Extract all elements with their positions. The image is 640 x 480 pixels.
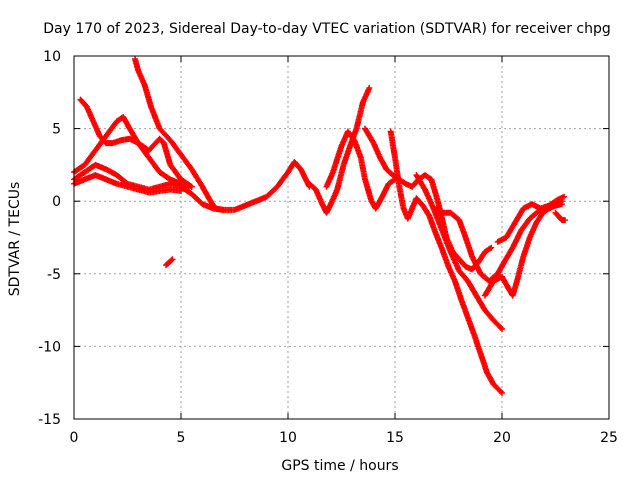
chart-title: Day 170 of 2023, Sidereal Day-to-day VTE… bbox=[43, 21, 611, 37]
marker-trail bbox=[163, 256, 176, 269]
series-track-10 bbox=[387, 128, 505, 396]
marker-trail bbox=[323, 128, 398, 212]
data-points bbox=[71, 55, 569, 396]
x-axis-label: GPS time / hours bbox=[281, 458, 398, 474]
series-track-2 bbox=[77, 96, 195, 190]
series-track-15 bbox=[552, 209, 569, 224]
y-tick-label: 10 bbox=[43, 49, 61, 65]
series-track-6 bbox=[163, 256, 176, 269]
marker-trail bbox=[132, 55, 227, 213]
marker-trail bbox=[413, 172, 505, 332]
marker-trail bbox=[481, 201, 565, 299]
x-tick-label: 25 bbox=[600, 430, 618, 446]
y-tick-label: -10 bbox=[38, 339, 61, 355]
y-tick-label: 5 bbox=[52, 122, 61, 138]
axis-ticks: 0 5 10 15 20 25 -15 -10 -5 0 5 10 bbox=[38, 49, 618, 446]
x-tick-label: 10 bbox=[279, 430, 297, 446]
series-track-7 bbox=[306, 84, 373, 216]
marker-trail bbox=[306, 84, 373, 216]
plot-frame bbox=[73, 55, 610, 420]
series-track-13 bbox=[481, 201, 565, 299]
x-tick-label: 15 bbox=[386, 430, 404, 446]
y-tick-label: -5 bbox=[47, 267, 61, 283]
series-track-11 bbox=[413, 172, 505, 332]
series-track-8 bbox=[323, 128, 398, 212]
marker-trail bbox=[387, 128, 505, 396]
x-tick-label: 0 bbox=[70, 430, 79, 446]
y-tick-label: -15 bbox=[38, 412, 61, 428]
series-track-14 bbox=[494, 193, 568, 245]
x-tick-label: 5 bbox=[177, 430, 186, 446]
marker-trail bbox=[77, 96, 195, 190]
marker-trail bbox=[494, 193, 568, 245]
marker-trail bbox=[552, 209, 569, 224]
y-tick-label: 0 bbox=[52, 194, 61, 210]
series-track-4 bbox=[132, 55, 227, 213]
x-tick-label: 20 bbox=[493, 430, 511, 446]
y-axis-label: SDTVAR / TECUs bbox=[7, 182, 23, 297]
